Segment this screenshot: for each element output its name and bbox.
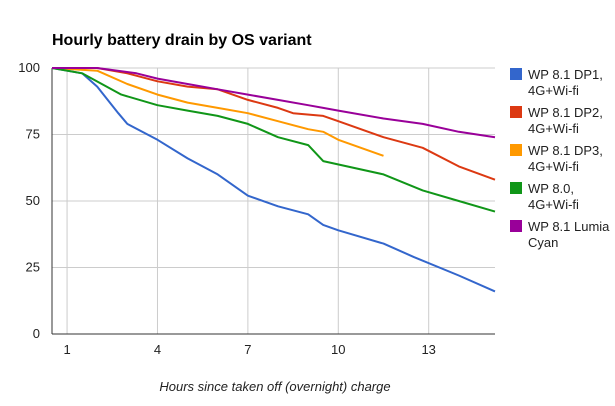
legend-label: WP 8.0, 4G+Wi-fi (528, 181, 579, 212)
tick-labels: 0 25 50 75 100 1 4 7 10 13 (18, 60, 436, 357)
legend-swatch (510, 106, 522, 118)
legend-swatch (510, 220, 522, 232)
series-line-3 (51, 67, 384, 157)
axes (51, 68, 495, 335)
legend: WP 8.1 DP1, 4G+Wi-fi WP 8.1 DP2, 4G+Wi-fi WP… (510, 67, 610, 250)
x-tick-label: 1 (63, 342, 70, 357)
series-line-4 (51, 67, 496, 213)
y-tick-label: 75 (26, 127, 40, 142)
chart-title: Hourly battery drain by OS variant (52, 32, 312, 49)
series-line-2 (52, 67, 496, 181)
legend-label: WP 8.1 DP2, 4G+Wi-fi (528, 105, 603, 136)
legend-swatch (510, 68, 522, 80)
x-tick-label: 4 (154, 342, 161, 357)
series-lines (51, 67, 496, 293)
series-line-1 (51, 67, 496, 293)
legend-swatch (510, 182, 522, 194)
y-tick-label: 25 (26, 260, 40, 275)
legend-label: WP 8.1 Lumia Cyan (528, 219, 610, 250)
x-tick-label: 7 (244, 342, 251, 357)
series-line-5 (52, 67, 496, 139)
legend-label: WP 8.1 DP3, 4G+Wi-fi (528, 143, 603, 174)
y-tick-label: 0 (33, 326, 40, 341)
y-tick-label: 100 (18, 60, 40, 75)
legend-swatch (510, 144, 522, 156)
x-tick-label: 10 (331, 342, 345, 357)
x-tick-label: 13 (421, 342, 435, 357)
gridlines (52, 67, 495, 334)
legend-label: WP 8.1 DP1, 4G+Wi-fi (528, 67, 603, 98)
y-tick-label: 50 (26, 193, 40, 208)
x-axis-label: Hours since taken off (overnight) charge (159, 379, 390, 394)
